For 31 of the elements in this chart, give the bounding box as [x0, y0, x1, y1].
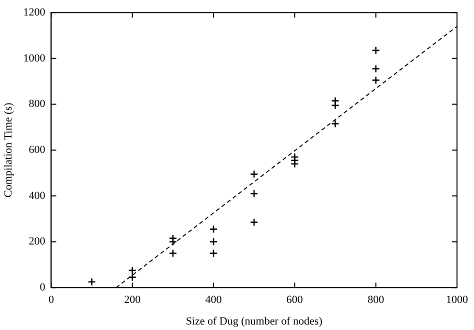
point: [209, 249, 218, 258]
y-tick-label: 600: [28, 144, 46, 156]
point: [372, 64, 380, 73]
point: [372, 46, 380, 55]
x-tick-label: 400: [205, 294, 222, 306]
y-tick-label: 1000: [23, 52, 46, 64]
point: [128, 273, 137, 282]
point: [331, 96, 340, 105]
point: [250, 218, 258, 226]
y-tick-label: 1200: [23, 6, 46, 18]
x-tick-label: 800: [368, 294, 385, 306]
point: [250, 170, 258, 178]
y-tick-label: 200: [28, 236, 46, 248]
y-tick-label: 400: [28, 190, 46, 202]
y-tick-label: 0: [40, 281, 46, 294]
point: [372, 76, 380, 84]
x-axis-title: Size of Dug (number of nodes): [186, 315, 323, 328]
point: [168, 249, 178, 258]
x-tick-label: 1000: [446, 294, 468, 306]
x-tick-label: 600: [286, 294, 304, 306]
point: [209, 225, 218, 234]
x-tick-label: 0: [48, 294, 54, 306]
y-tick-label: 800: [28, 98, 46, 110]
x-tick-label: 200: [124, 294, 142, 306]
point: [331, 101, 340, 110]
point: [331, 120, 340, 128]
point: [88, 278, 96, 286]
point: [128, 266, 137, 275]
point: [209, 238, 218, 246]
point: [250, 189, 258, 198]
y-axis-title: Compilation Time (s): [2, 102, 14, 198]
